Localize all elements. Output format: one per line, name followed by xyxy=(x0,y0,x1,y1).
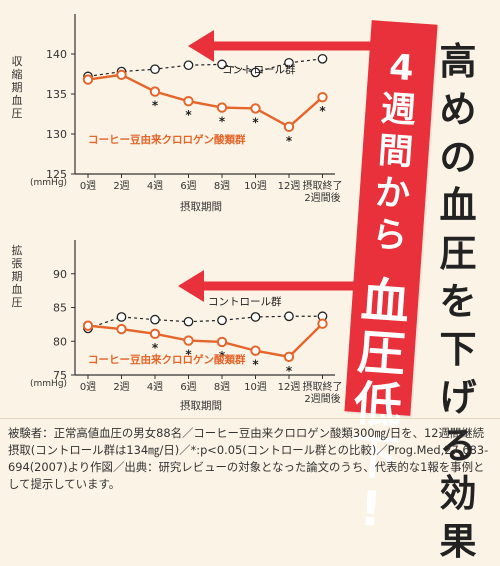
y-tick-label: 80 xyxy=(53,335,67,348)
diastolic-chart: 拡張期血圧 (mmHg) 摂取期間 75 80 85 90 0週 2週 4週 6週 8週 10週 1… xyxy=(0,222,420,415)
control-data-point xyxy=(217,59,227,70)
control-data-point xyxy=(284,311,294,322)
test-data-point xyxy=(149,328,161,340)
x-tick-label: 4週 xyxy=(147,381,163,393)
significance-mark: * xyxy=(185,108,192,122)
divider xyxy=(0,418,500,419)
significance-mark: * xyxy=(152,341,159,355)
headline: 高めの 血圧を 下げる 効果 xyxy=(439,40,477,563)
y-axis-label: 拡張期血圧 xyxy=(11,244,23,309)
control-data-point xyxy=(317,53,328,64)
systolic-chart: 収縮期血圧 (mmHg) 摂取期間 125 130 135 140 0週 2週 4週 6週 8週… xyxy=(0,0,420,215)
y-tick-label: 85 xyxy=(53,302,67,315)
control-data-point xyxy=(183,60,194,71)
control-data-point xyxy=(150,64,160,75)
test-data-point xyxy=(317,318,328,329)
control-data-point xyxy=(183,316,194,327)
significance-mark: * xyxy=(252,358,259,372)
x-tick-label: 12週 xyxy=(278,180,301,192)
x-tick-label: 6週 xyxy=(180,180,196,192)
x-tick-label: 0週 xyxy=(80,381,96,393)
control-data-point xyxy=(217,315,227,326)
x-tick-label: 12週 xyxy=(278,381,301,393)
test-data-point xyxy=(250,103,261,114)
significance-mark: * xyxy=(252,115,259,129)
control-data-point xyxy=(250,67,261,78)
test-series-label: コーヒー豆由来クロロゲン酸類群 xyxy=(88,133,246,146)
significance-mark: * xyxy=(286,364,293,378)
x-tick-label: 2週 xyxy=(113,180,129,192)
test-data-point xyxy=(183,335,194,346)
significance-mark: * xyxy=(286,134,293,148)
control-data-point xyxy=(250,312,261,322)
x-tick-label: 摂取終了 xyxy=(303,179,343,192)
significance-mark: * xyxy=(152,99,159,113)
x-tick-label: 2週 xyxy=(113,381,129,393)
x-tick-label: 2週間後 xyxy=(304,392,340,405)
y-tick-label: 135 xyxy=(46,88,67,101)
significance-mark: * xyxy=(219,349,226,363)
y-tick-label: 130 xyxy=(46,128,67,141)
test-data-point xyxy=(250,345,261,356)
x-axis-label: 摂取期間 xyxy=(180,400,222,412)
x-tick-label: 6週 xyxy=(180,381,196,393)
y-tick-label: 125 xyxy=(46,168,67,181)
test-data-point xyxy=(317,92,328,103)
x-axis-label: 摂取期間 xyxy=(180,201,222,213)
y-tick-label: 140 xyxy=(46,48,67,61)
test-series-label: コーヒー豆由来クロロゲン酸類群 xyxy=(88,353,246,366)
y-axis-unit: (mmHg) xyxy=(30,178,68,188)
lower-arrow-head xyxy=(178,270,204,302)
test-data-point xyxy=(149,86,161,97)
control-series-label: コントロール群 xyxy=(222,63,296,76)
test-data-point xyxy=(82,74,94,85)
x-tick-label: 10週 xyxy=(244,180,267,192)
control-series-line xyxy=(87,58,323,77)
test-series-line xyxy=(87,322,324,359)
test-data-point xyxy=(183,96,194,107)
upper-arrow-head xyxy=(188,30,214,62)
test-data-point xyxy=(82,320,94,331)
significance-mark: * xyxy=(185,348,192,362)
y-axis-label: 収縮期血圧 xyxy=(11,55,23,120)
significance-mark: * xyxy=(219,115,226,129)
y-tick-label: 75 xyxy=(53,369,67,382)
control-data-point xyxy=(150,314,160,325)
significance-mark: * xyxy=(319,104,326,118)
x-tick-label: 0週 xyxy=(80,180,96,192)
test-data-point xyxy=(116,69,127,81)
x-tick-label: 摂取終了 xyxy=(303,380,343,393)
y-tick-label: 90 xyxy=(53,268,67,281)
control-data-point xyxy=(116,312,127,322)
control-series-label: コントロール群 xyxy=(208,295,282,308)
x-tick-label: 4週 xyxy=(147,180,163,192)
footnote: 被験者：正常高値血圧の男女88名／コーヒー豆由来クロロゲン酸類300㎎/日を、1… xyxy=(8,426,489,491)
x-tick-label: 8週 xyxy=(214,381,230,393)
test-series-line xyxy=(87,73,324,129)
control-data-point xyxy=(284,57,294,68)
test-data-point xyxy=(283,351,295,362)
x-tick-label: 8週 xyxy=(214,180,230,192)
y-axis-unit: (mmHg) xyxy=(30,379,68,389)
x-tick-label: 2週間後 xyxy=(304,191,340,204)
test-data-point xyxy=(216,102,228,113)
test-data-point xyxy=(216,336,228,348)
test-data-point xyxy=(283,121,295,133)
x-tick-label: 10週 xyxy=(244,381,267,393)
test-data-point xyxy=(116,323,127,335)
